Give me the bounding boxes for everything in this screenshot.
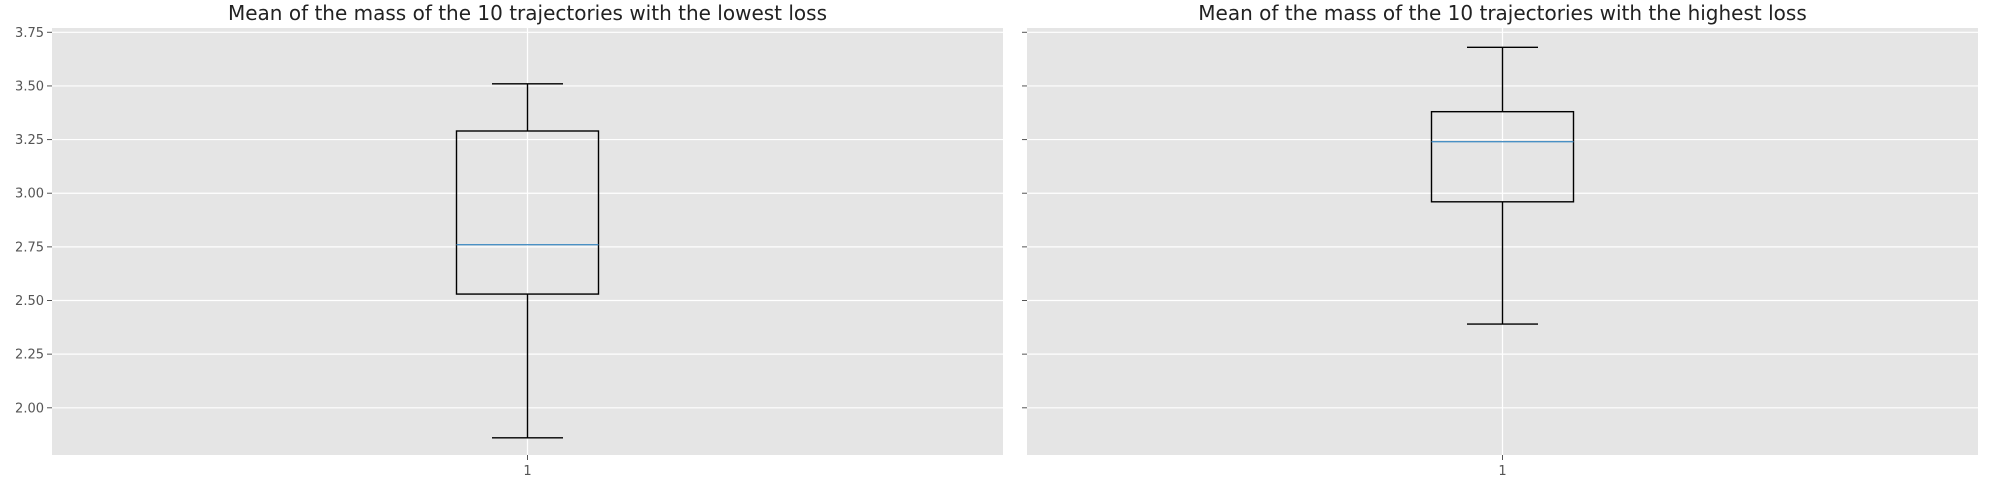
y-tick-label: 2.75: [15, 240, 44, 255]
x-tick-label: 1: [1498, 464, 1506, 479]
y-tick-label: 2.00: [15, 401, 44, 416]
left-boxplot-panel: 2.00 2.25 2.50 2.75 3.00 3.25 3.50 3.75 1 Mean of…: [15, 1, 1003, 479]
y-tick-label: 3.50: [15, 79, 44, 94]
iqr-box: [1430, 110, 1575, 203]
y-tick-label: 3.75: [15, 26, 44, 41]
iqr-box: [455, 130, 600, 295]
chart-title: Mean of the mass of the 10 trajectories …: [1198, 1, 1806, 25]
chart-title: Mean of the mass of the 10 trajectories …: [228, 1, 827, 25]
y-tick-label: 2.25: [15, 348, 44, 363]
right-boxplot-panel: 1 Mean of the mass of the 10 trajectories…: [1022, 1, 1978, 479]
x-tick-label: 1: [523, 464, 531, 479]
y-tick-label: 2.50: [15, 294, 44, 309]
y-tick-label: 3.00: [15, 187, 44, 202]
y-tick-label: 3.25: [15, 133, 44, 148]
